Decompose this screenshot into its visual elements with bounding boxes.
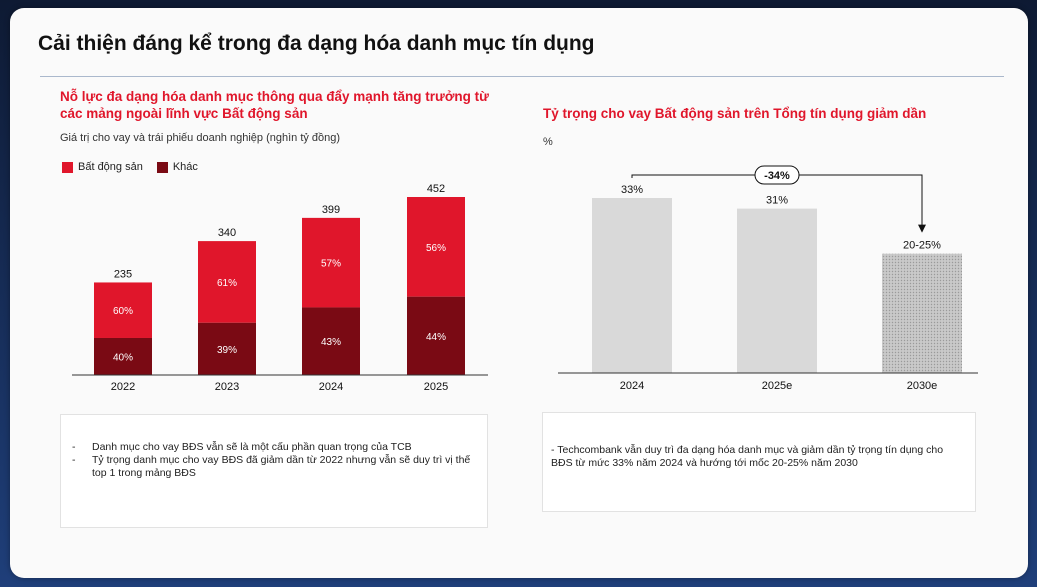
data-label-real-estate: 56% [426, 243, 446, 254]
bar-segment-other [198, 322, 256, 375]
total-label: 235 [114, 268, 132, 280]
data-label: 31% [766, 195, 788, 207]
data-label-real-estate: 61% [217, 278, 237, 289]
note-bullet: - [72, 441, 76, 453]
data-label-real-estate: 60% [113, 306, 133, 317]
left-chart-heading: Nỗ lực đa dạng hóa danh mục thông qua đẩ… [60, 89, 489, 121]
reduction-badge [754, 165, 800, 185]
bar-segment-real-estate [407, 197, 465, 297]
reduction-label: -34% [764, 170, 790, 182]
right-chart-unit: % [543, 136, 553, 148]
slide-title: Cải thiện đáng kể trong đa dạng hóa danh… [38, 32, 595, 55]
left-notes-box: - Danh mục cho vay BĐS vẫn sẽ là một cấu… [60, 414, 488, 528]
data-label-other: 43% [321, 337, 341, 348]
note-text: Danh mục cho vay BĐS vẫn sẽ là một cấu p… [92, 441, 412, 453]
x-tick-label: 2024 [319, 381, 343, 393]
bar-segment-other [302, 307, 360, 375]
total-label: 452 [427, 183, 445, 195]
bar-segment-real-estate [94, 282, 152, 338]
legend-swatch-other [156, 161, 168, 173]
left-notes-list: - Danh mục cho vay BĐS vẫn sẽ là một cấu… [61, 441, 487, 480]
left-chart-legend: Bất động sản Khác [62, 161, 212, 173]
bar-segment-real-estate [302, 217, 360, 308]
data-label-other: 44% [426, 332, 446, 343]
bar [592, 198, 672, 373]
x-tick-label: 2025e [762, 380, 793, 392]
legend-label-real-estate: Bất động sản [78, 161, 143, 173]
left-chart-subtitle: Giá trị cho vay và trái phiếu doanh nghi… [60, 132, 341, 144]
bar-segment-real-estate [198, 241, 256, 323]
x-tick-label: 2023 [215, 381, 239, 393]
legend-swatch-real-estate [62, 161, 73, 173]
right-note-text: - Techcombank vẫn duy trì đa dạng hóa da… [551, 444, 944, 469]
x-tick-label: 2024 [620, 380, 644, 392]
x-tick-label: 2025 [424, 381, 448, 393]
bar [882, 253, 962, 373]
right-chart-heading: Tỷ trọng cho vay Bất động sản trên Tổng … [543, 106, 927, 121]
bar [737, 208, 817, 373]
bar-segment-other [407, 296, 465, 375]
total-label: 399 [322, 204, 340, 216]
right-bar-chart: 33% 2024 31% 2025e 20-25% 2030e -34% [558, 165, 978, 392]
left-stacked-bar-chart: 60% 40% 235 2022 61% 39% 340 2023 57% 43% 399 2024 5… [72, 183, 488, 393]
title-divider [40, 76, 1004, 77]
bar-segment-other [94, 337, 152, 375]
legend-item-real-estate: Bất động sản [62, 161, 143, 173]
note-item: - Tỷ trọng danh mục cho vay BĐS đã giảm … [67, 454, 487, 480]
data-label: 20-25% [903, 240, 941, 252]
note-bullet: - [72, 454, 76, 466]
note-text: Tỷ trọng danh mục cho vay BĐS đã giảm dầ… [92, 454, 471, 479]
data-label: 33% [621, 184, 643, 196]
legend-item-other: Khác [156, 161, 198, 173]
data-label-real-estate: 57% [321, 259, 341, 270]
data-label-other: 39% [217, 345, 237, 356]
x-tick-label: 2022 [111, 381, 135, 393]
data-label-other: 40% [113, 352, 133, 363]
slide: Cải thiện đáng kể trong đa dạng hóa danh… [10, 8, 1028, 578]
note-item: - Danh mục cho vay BĐS vẫn sẽ là một cấu… [67, 441, 487, 454]
total-label: 340 [218, 227, 236, 239]
legend-label-other: Khác [172, 161, 198, 173]
right-notes-box: - Techcombank vẫn duy trì đa dạng hóa da… [542, 412, 976, 512]
x-tick-label: 2030e [907, 380, 938, 392]
